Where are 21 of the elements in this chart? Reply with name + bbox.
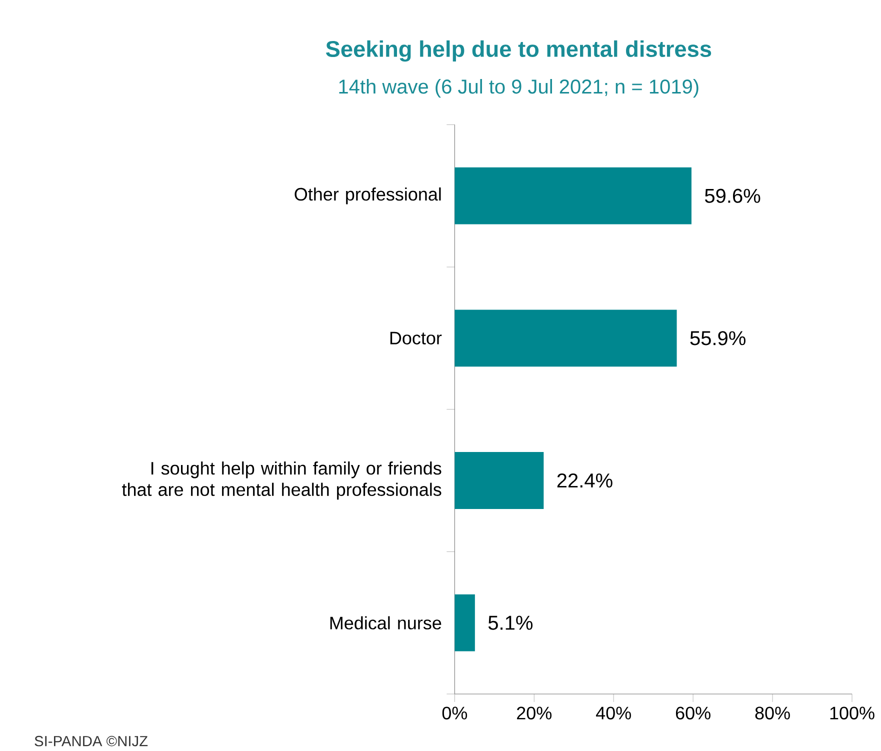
y-tick-label: Medical nurse	[330, 616, 442, 630]
x-tick-label: 100%	[830, 706, 874, 720]
text: SI-PANDA ©NIJZ	[34, 736, 148, 746]
x-tick-label: 80%	[755, 706, 790, 720]
x-tick-label: 60%	[676, 706, 710, 720]
y-tick-label: I sought help within family or friends that are not mental health professionals	[122, 461, 442, 500]
bar	[454, 452, 544, 509]
bar	[454, 310, 677, 367]
bar	[454, 594, 475, 652]
y-tick-label: Doctor	[390, 332, 442, 344]
data-label: 59.6%	[704, 188, 760, 203]
x-tick-label: 0%	[442, 706, 468, 720]
chart-subtitle: 14th wave (6 Jul to 9 Jul 2021; n = 1019)	[339, 79, 698, 98]
y-tick-label: Other professional	[294, 187, 441, 204]
x-tick-label: 40%	[596, 706, 631, 720]
x-tick-label: 20%	[517, 706, 552, 720]
chart-title: Seeking help due to mental distress	[326, 40, 712, 62]
data-label: 22.4%	[557, 473, 612, 488]
data-label: 5.1%	[488, 616, 533, 630]
data-label: 55.9%	[690, 331, 746, 346]
bar	[454, 167, 692, 224]
